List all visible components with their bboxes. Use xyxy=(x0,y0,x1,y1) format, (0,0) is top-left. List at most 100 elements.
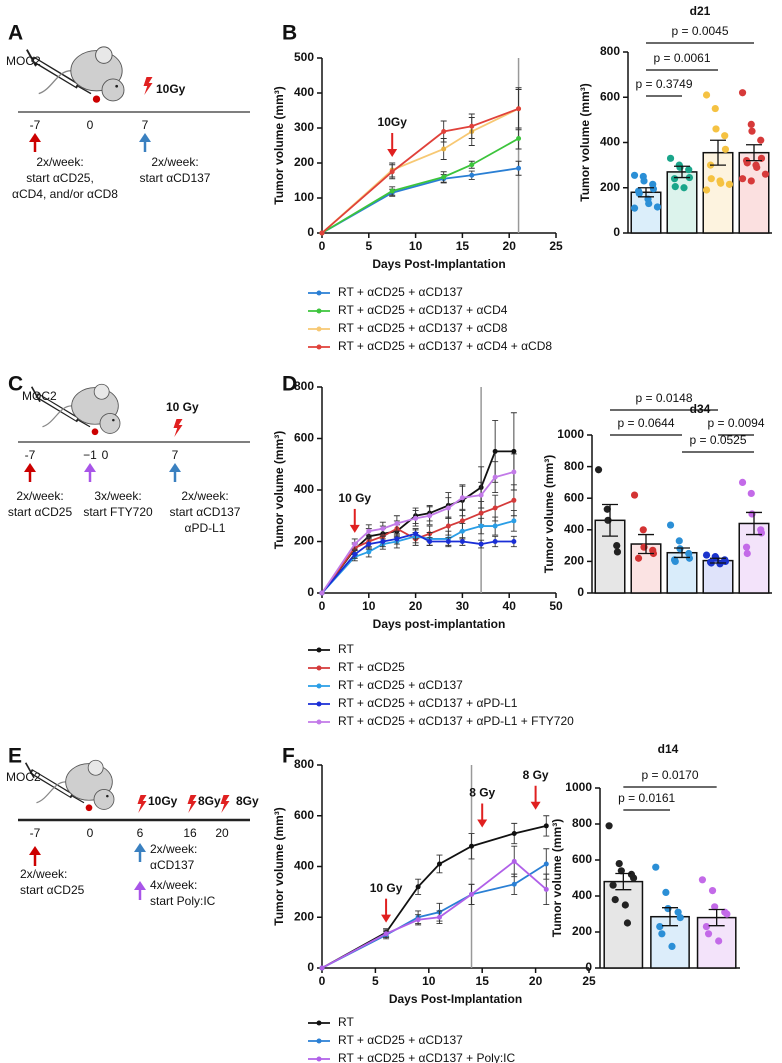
legend-marker xyxy=(316,308,322,314)
y-tick-label: 600 xyxy=(600,89,620,103)
data-point xyxy=(629,874,638,882)
y-tick-label: 600 xyxy=(294,431,314,445)
data-point xyxy=(469,162,475,168)
legend-label: RT xyxy=(338,1015,354,1029)
y-tick-label: 200 xyxy=(294,909,314,923)
data-point xyxy=(668,942,676,951)
bar xyxy=(603,880,644,969)
data-point xyxy=(711,104,719,113)
data-point xyxy=(653,203,662,211)
schematic-text: MOC2 xyxy=(22,389,57,403)
data-point xyxy=(666,521,675,529)
data-point xyxy=(748,127,756,135)
y-tick-label: 600 xyxy=(294,808,314,822)
schematic-text: 2x/week: xyxy=(151,155,198,169)
data-point xyxy=(511,497,517,503)
schematic-e: MOC2 10Gy 8Gy 8Gy -7 0 6 16 20 2x/week: … xyxy=(6,760,259,908)
x-tick-label: 0 xyxy=(319,239,326,253)
annotation-arrowhead xyxy=(530,801,541,810)
data-point xyxy=(603,505,611,513)
schematic-text: αCD137 xyxy=(150,858,195,872)
legend-marker xyxy=(316,1020,322,1026)
data-point xyxy=(394,520,400,526)
annotation-arrowhead xyxy=(381,914,392,923)
p-value: p = 0.3749 xyxy=(635,77,692,91)
y-tick-label: 0 xyxy=(307,585,314,599)
data-point xyxy=(630,204,639,212)
data-point xyxy=(670,175,679,183)
data-point xyxy=(511,858,517,864)
series-line xyxy=(321,471,515,594)
data-point xyxy=(676,914,684,922)
data-point xyxy=(319,965,325,971)
schematic-a: MOC2 10Gy -7 0 7 2x/week: start αCD25, α… xyxy=(6,47,250,201)
p-value: p = 0.0170 xyxy=(641,768,698,782)
schematic-text: 2x/week: xyxy=(150,842,197,856)
data-point xyxy=(441,146,447,152)
schematic-text: 2x/week: xyxy=(181,489,228,503)
x-tick-label: 5 xyxy=(365,239,372,253)
data-point xyxy=(617,867,625,875)
data-point xyxy=(383,931,389,937)
y-tick-label: 1000 xyxy=(565,780,592,794)
x-tick-label: 20 xyxy=(409,599,423,613)
series-line xyxy=(321,863,547,969)
y-tick-label: 400 xyxy=(294,85,314,99)
x-tick-label: 50 xyxy=(549,599,563,613)
legend-label: RT + αCD25 + αCD137 xyxy=(338,285,463,299)
data-point xyxy=(543,823,549,829)
schematic-text: αCD4, and/or αCD8 xyxy=(12,187,118,201)
data-point xyxy=(685,554,694,562)
y-tick-label: 0 xyxy=(585,960,592,974)
chart-title: d34 xyxy=(690,402,711,416)
schematic-text: 10Gy xyxy=(156,82,186,96)
y-tick-label: 100 xyxy=(294,190,314,204)
error-bar xyxy=(708,908,725,927)
data-point xyxy=(445,539,451,544)
schematic-text: 20 xyxy=(215,826,229,840)
data-point xyxy=(738,175,747,183)
data-point xyxy=(717,179,725,187)
data-point xyxy=(445,505,451,511)
data-point xyxy=(671,183,679,191)
x-tick-label: 10 xyxy=(422,974,436,988)
data-point xyxy=(436,861,442,867)
y-tick-label: 200 xyxy=(572,924,592,938)
annotation: 8 Gy xyxy=(523,768,549,782)
error-bar xyxy=(710,557,726,564)
schematic-text: 6 xyxy=(137,826,144,840)
schematic-text: αPD-L1 xyxy=(185,521,226,535)
data-point xyxy=(389,169,395,175)
data-point xyxy=(721,132,729,140)
series-line xyxy=(321,860,547,969)
schematic-text: start αCD25 xyxy=(20,883,85,897)
data-point xyxy=(613,542,621,550)
error-bar xyxy=(638,187,654,198)
data-point xyxy=(702,91,711,99)
data-point xyxy=(445,523,451,529)
data-point xyxy=(649,185,658,193)
data-point xyxy=(674,908,682,916)
x-tick-label: 15 xyxy=(456,239,470,253)
y-tick-label: 0 xyxy=(307,960,314,974)
schematic-text: MOC2 xyxy=(6,770,41,784)
y-tick-label: 300 xyxy=(294,120,314,134)
data-point xyxy=(662,888,670,897)
schematic-text: 3x/week: xyxy=(94,489,141,503)
error-bar xyxy=(638,533,654,555)
y-axis-label: Tumor volume (mm³) xyxy=(272,807,286,925)
legend-marker xyxy=(316,683,322,689)
error-bar xyxy=(615,872,632,891)
y-axis-label: Tumor volume (mm³) xyxy=(272,431,286,549)
data-point xyxy=(742,543,751,551)
data-point xyxy=(723,910,731,918)
legend-marker xyxy=(316,344,322,350)
data-point xyxy=(492,474,498,480)
schematic-text: 0 xyxy=(102,448,109,462)
x-tick-label: 10 xyxy=(362,599,376,613)
data-point xyxy=(543,886,549,892)
data-point xyxy=(656,923,664,931)
p-value: p = 0.0644 xyxy=(617,416,674,430)
data-point xyxy=(747,489,755,498)
data-point xyxy=(478,523,484,529)
